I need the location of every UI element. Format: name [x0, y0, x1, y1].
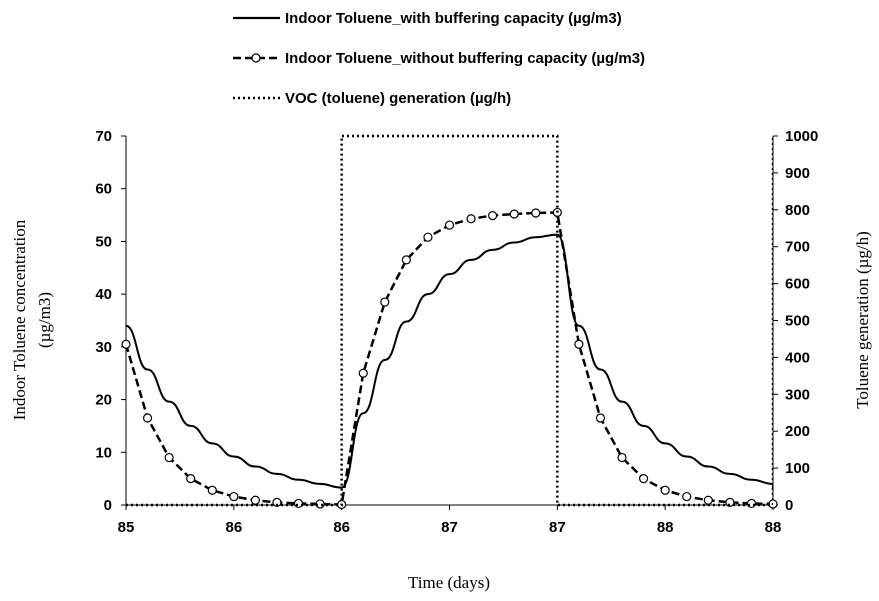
series-marker: [186, 474, 196, 484]
y2-tick-label: 100: [785, 460, 810, 477]
series-marker: [703, 495, 713, 505]
y-tick-label: 40: [95, 286, 112, 303]
y2-tick-label: 700: [785, 239, 810, 256]
series-marker: [488, 210, 498, 221]
y-tick-label: 20: [95, 392, 112, 409]
series-marker: [574, 339, 584, 349]
x-tick-label: 86: [225, 519, 242, 536]
series-marker: [272, 497, 282, 507]
series-marker: [595, 413, 606, 423]
y-tick-label: 30: [95, 339, 112, 356]
x-tick-label: 88: [657, 519, 674, 536]
series-marker: [358, 368, 368, 378]
y2-axis-title: Toluene generation (µg/h): [853, 231, 872, 409]
x-tick-label: 87: [441, 519, 458, 536]
legend-label-with-buffering: Indoor Toluene_with buffering capacity (…: [285, 10, 622, 27]
legend-label-without-buffering: Indoor Toluene_without buffering capacit…: [285, 50, 645, 67]
series-marker: [725, 497, 735, 507]
y-tick-label: 0: [104, 497, 112, 514]
y2-tick-label: 800: [785, 202, 810, 219]
y2-tick-label: 400: [785, 349, 810, 366]
series-marker: [401, 255, 411, 265]
series-marker: [466, 214, 476, 224]
series-marker: [444, 220, 455, 230]
series-marker: [531, 208, 541, 218]
legend-marker-without-buffering: [251, 53, 261, 63]
x-tick-label: 86: [333, 519, 350, 536]
legend-label-generation: VOC (toluene) generation (µg/h): [285, 90, 511, 107]
y-axis-title-left: Indoor Toluene concentration (µg/m3): [10, 219, 54, 420]
x-tick-label: 85: [118, 519, 135, 536]
series-marker: [509, 209, 519, 219]
series-marker: [617, 452, 627, 463]
y-axis-title-line2: (µg/m3): [35, 292, 54, 348]
y-tick-label: 50: [95, 233, 112, 250]
series-marker: [423, 232, 433, 242]
y-axis-title-line1: Indoor Toluene concentration: [10, 219, 29, 420]
y-tick-label: 70: [95, 128, 112, 145]
y2-tick-label: 300: [785, 386, 810, 403]
y2-tick-label: 0: [785, 497, 793, 514]
y2-tick-label: 200: [785, 423, 810, 440]
y-tick-label: 10: [95, 444, 112, 461]
series-line-dotted: [126, 134, 773, 507]
series-marker: [207, 485, 217, 495]
y2-tick-label: 600: [785, 276, 810, 293]
series-marker: [121, 339, 131, 349]
series-marker: [142, 413, 153, 423]
series-marker: [164, 452, 174, 463]
y2-tick-label: 900: [785, 165, 810, 182]
series-marker: [229, 491, 239, 502]
y-tick-label: 60: [95, 181, 112, 198]
x-tick-label: 88: [765, 519, 782, 536]
axis-ticks: 0102030405060700100200300400500600700800…: [95, 128, 818, 536]
x-axis-title: Time (days): [408, 573, 490, 592]
series-marker: [250, 495, 260, 505]
x-tick-label: 87: [549, 519, 566, 536]
series-line-dashed-circle: [126, 211, 773, 506]
series-marker: [638, 474, 649, 484]
series-layer: [121, 134, 778, 510]
series-marker: [682, 491, 692, 502]
legend: Indoor Toluene_with buffering capacity (…: [233, 10, 645, 107]
y2-tick-label: 1000: [785, 128, 818, 145]
y2-tick-label: 500: [785, 313, 810, 330]
series-marker: [380, 297, 390, 307]
series-line-solid: [126, 233, 773, 489]
series-marker: [660, 485, 670, 495]
